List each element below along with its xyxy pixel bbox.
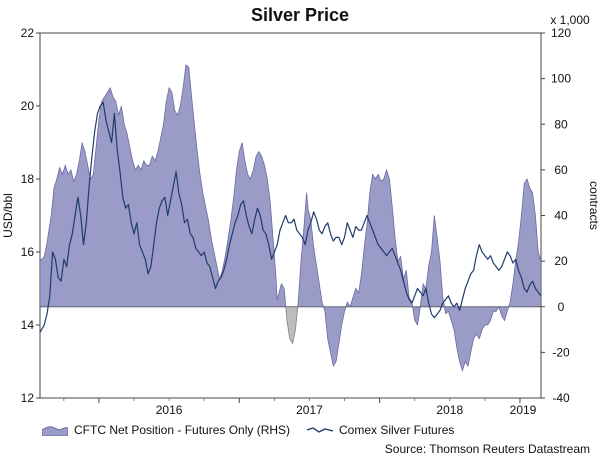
right-tick-label: -40 bbox=[552, 391, 570, 405]
right-tick-label: 60 bbox=[554, 163, 568, 177]
left-tick-label: 18 bbox=[21, 172, 35, 186]
x-tick-label: 2016 bbox=[156, 403, 183, 417]
right-tick-label: 20 bbox=[554, 254, 568, 268]
right-tick-label: 100 bbox=[551, 72, 571, 86]
right-axis-label: contracts bbox=[587, 181, 600, 230]
left-tick-label: 14 bbox=[21, 318, 35, 332]
source-note: Source: Thomson Reuters Datastream bbox=[384, 442, 590, 456]
left-tick-label: 16 bbox=[21, 245, 35, 259]
right-tick-label: 120 bbox=[551, 26, 571, 40]
right-tick-label: 80 bbox=[554, 117, 568, 131]
left-tick-label: 22 bbox=[21, 26, 35, 40]
legend-label-cftc: CFTC Net Position - Futures Only (RHS) bbox=[74, 423, 291, 437]
legend-area-swatch bbox=[42, 425, 68, 436]
legend-item-cftc: CFTC Net Position - Futures Only (RHS) bbox=[42, 423, 290, 437]
right-axis-unit: x 1,000 bbox=[550, 13, 590, 27]
legend-line-swatch bbox=[307, 426, 333, 433]
left-tick-label: 20 bbox=[21, 99, 35, 113]
cftc-area-negative-grey bbox=[285, 306, 299, 345]
legend-label-comex: Comex Silver Futures bbox=[339, 423, 455, 437]
x-tick-label: 2019 bbox=[510, 403, 537, 417]
right-tick-label: 40 bbox=[554, 209, 568, 223]
legend-item-comex: Comex Silver Futures bbox=[307, 423, 454, 437]
cftc-area-positive bbox=[40, 64, 541, 307]
chart-title: Silver Price bbox=[250, 5, 350, 25]
x-tick-label: 2018 bbox=[436, 403, 463, 417]
right-tick-label: -20 bbox=[552, 345, 570, 359]
left-axis-label: USD/bbl bbox=[1, 193, 15, 238]
legend: CFTC Net Position - Futures Only (RHS) C… bbox=[42, 423, 562, 439]
left-tick-label: 12 bbox=[21, 391, 35, 405]
right-tick-label: 0 bbox=[558, 300, 565, 314]
x-tick-label: 2017 bbox=[296, 403, 323, 417]
comex-line bbox=[39, 101, 542, 333]
